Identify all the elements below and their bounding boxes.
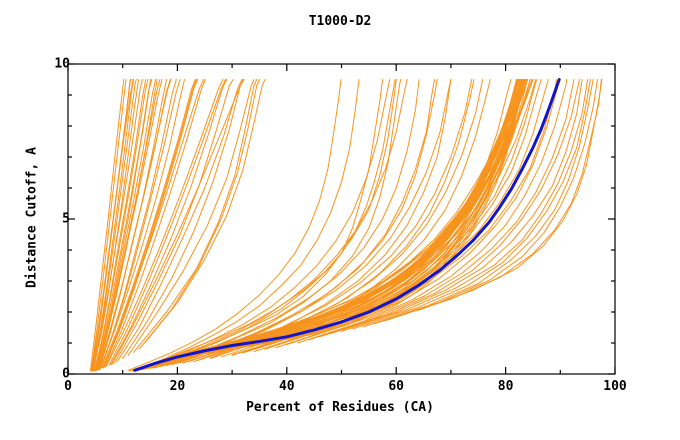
prediction-curve [144,79,266,344]
prediction-curve [138,79,260,350]
page-title: T1000-D2 [308,14,372,29]
prediction-curve [91,79,127,372]
prediction-curve [102,79,198,369]
highlight-curve [133,78,561,372]
prediction-curve [97,79,163,371]
prediction-curve [127,79,255,356]
prediction-curve [91,79,143,372]
prediction-curve [275,79,557,349]
y-tick-label: 0 [62,366,70,382]
prediction-curve [103,79,205,369]
prediction-curve [89,79,125,372]
prediction-curve [308,79,575,341]
x-tick-label: 100 [603,379,627,394]
prediction-curve [341,79,589,332]
prediction-curve [160,79,420,367]
x-axis-label: Percent of Residues (CA) [246,400,434,415]
prediction-curve [417,79,603,311]
prediction-curve [155,79,402,368]
prediction-curve [133,79,258,353]
prediction-curve [111,79,245,366]
prediction-curve [135,79,360,371]
prediction-curve [231,79,526,356]
prediction-curve [92,79,131,372]
prediction-curve [362,79,594,328]
prediction-curve [141,79,408,370]
prediction-curve [96,79,161,371]
prediction-curve [114,79,234,364]
prediction-curve [95,79,157,372]
prediction-curve [92,79,135,372]
y-axis-label: Distance Cutoff, A [24,147,40,288]
prediction-curve [127,79,342,371]
curves-layer [89,78,603,372]
prediction-curve [104,79,206,368]
prediction-curve [330,79,583,335]
prediction-curve [286,79,560,346]
prediction-curve [133,79,391,371]
prediction-curve [94,79,149,372]
prediction-curve [105,79,224,367]
prediction-curve [99,79,181,370]
prediction-curve [103,79,199,368]
prediction-curve [149,79,397,369]
prediction-curve [128,79,524,372]
y-tick-label: 10 [54,56,70,72]
prediction-curve [100,79,186,369]
prediction-curve [108,79,227,366]
axes-layer [67,63,616,375]
prediction-curve [231,79,531,356]
x-tick-label: 40 [278,379,295,394]
y-tick-label: 5 [62,211,70,227]
prediction-curve [101,79,196,369]
prediction-curve [110,79,228,366]
prediction-curve [242,79,537,354]
x-tick-label: 0 [64,379,72,394]
x-tick-label: 80 [497,379,514,394]
prediction-curve [165,79,438,366]
prediction-curve [98,79,172,371]
x-tick-label: 20 [169,379,186,394]
prediction-curve [297,79,568,344]
prediction-curve [373,79,598,325]
prediction-curve [319,79,580,338]
prediction-curve [176,79,435,364]
prediction-curve [94,79,153,372]
prediction-curve [351,79,591,330]
prediction-curve [116,79,243,363]
prediction-curve [171,79,452,366]
prediction-curve [122,79,244,359]
prediction-curve [253,79,542,353]
x-tick-label: 60 [388,379,405,394]
